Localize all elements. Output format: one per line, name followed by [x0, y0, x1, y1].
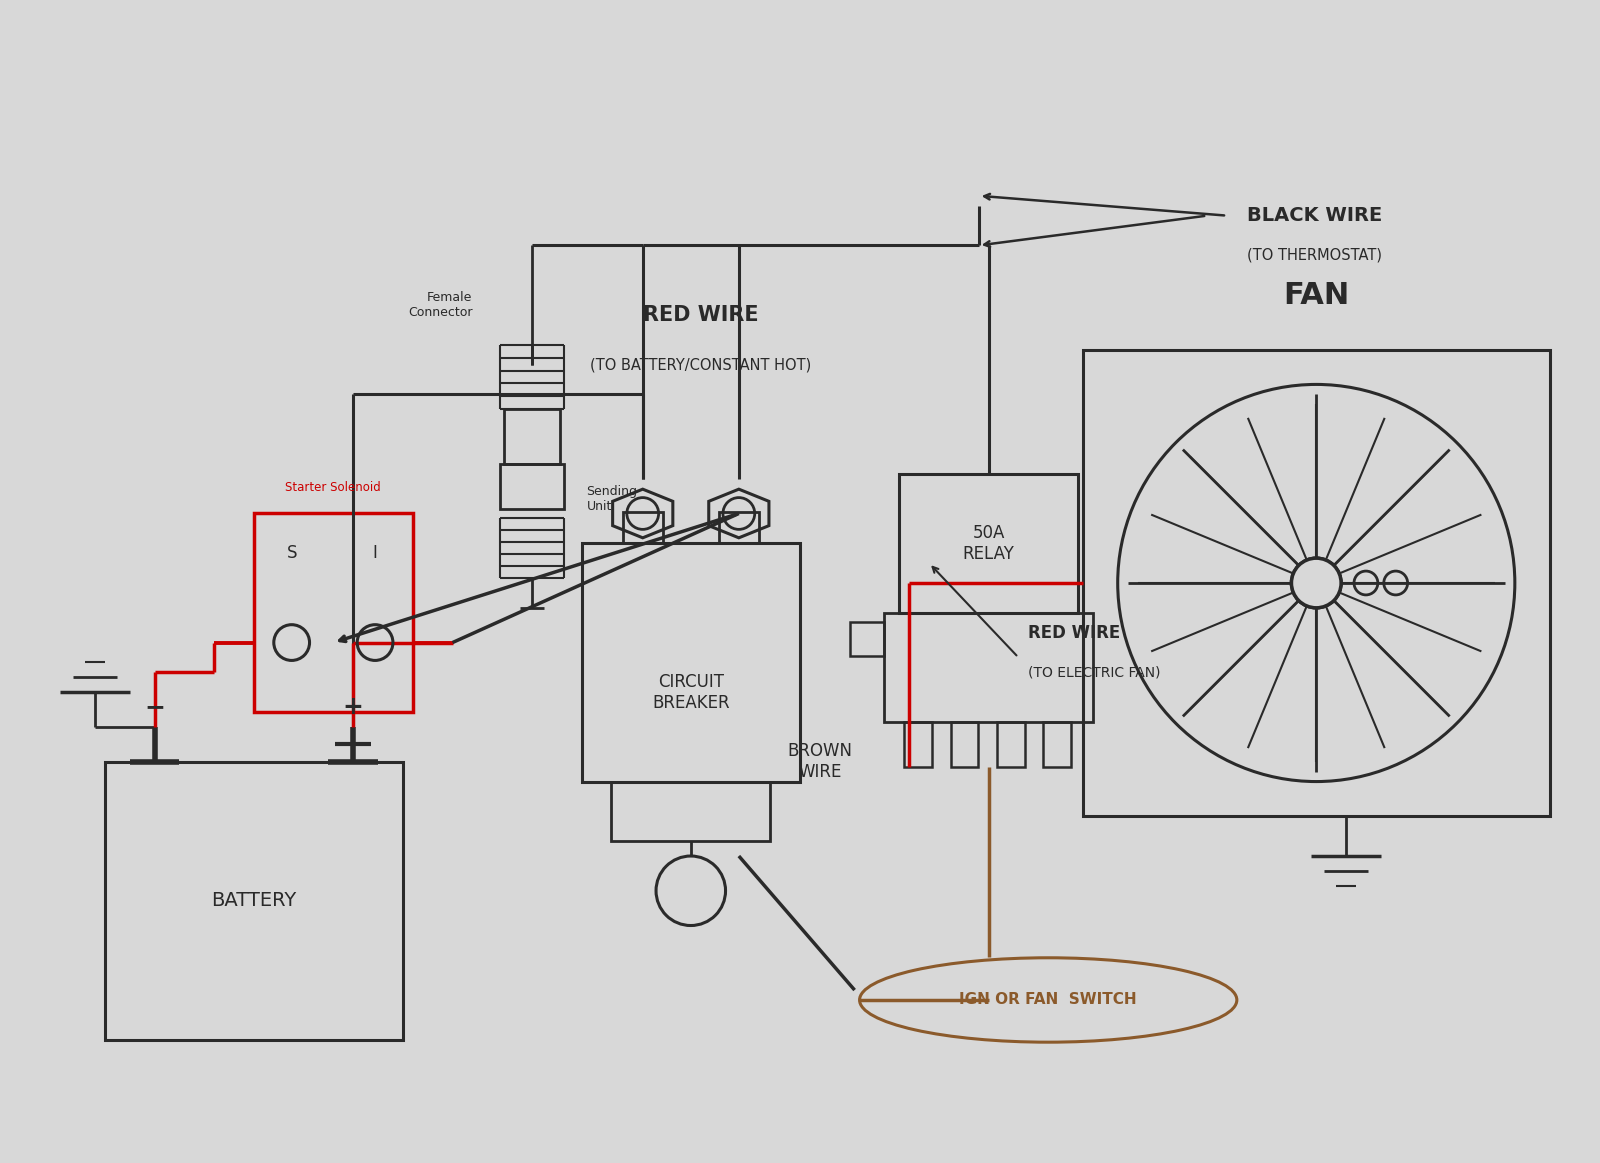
Text: IGN OR FAN  SWITCH: IGN OR FAN SWITCH	[960, 992, 1138, 1007]
Circle shape	[1291, 558, 1341, 608]
Text: BLACK WIRE: BLACK WIRE	[1246, 206, 1382, 226]
Bar	[501, 464, 563, 508]
Text: BROWN
WIRE: BROWN WIRE	[787, 742, 853, 782]
Text: −: −	[144, 695, 165, 719]
Text: Sending
Unit: Sending Unit	[587, 485, 637, 513]
Text: Starter Solenoid: Starter Solenoid	[285, 480, 381, 493]
Bar	[504, 409, 560, 464]
Bar	[950, 722, 978, 766]
Circle shape	[1291, 558, 1341, 608]
Bar	[611, 782, 770, 841]
Bar	[899, 473, 1078, 613]
Bar	[997, 722, 1024, 766]
Bar	[718, 512, 758, 543]
Text: (TO THERMOSTAT): (TO THERMOSTAT)	[1246, 248, 1382, 263]
Text: +: +	[342, 695, 363, 719]
Bar	[106, 762, 403, 1040]
Text: RED WIRE: RED WIRE	[1029, 623, 1120, 642]
Text: Female
Connector: Female Connector	[408, 291, 472, 319]
Text: I: I	[373, 544, 378, 562]
Text: CIRCUIT
BREAKER: CIRCUIT BREAKER	[651, 673, 730, 712]
Text: 50A
RELAY: 50A RELAY	[963, 523, 1014, 563]
Text: (TO ELECTRIC FAN): (TO ELECTRIC FAN)	[1029, 665, 1162, 679]
Text: S: S	[286, 544, 298, 562]
Bar	[850, 622, 885, 656]
Bar	[1043, 722, 1070, 766]
Bar	[581, 543, 800, 782]
Bar	[885, 613, 1093, 722]
Bar	[622, 512, 662, 543]
Bar	[254, 514, 413, 712]
Text: FAN: FAN	[1283, 280, 1349, 309]
Bar	[1083, 350, 1549, 816]
Text: RED WIRE: RED WIRE	[643, 305, 758, 324]
Text: BATTERY: BATTERY	[211, 891, 296, 911]
Bar	[904, 722, 933, 766]
Text: (TO BATTERY/CONSTANT HOT): (TO BATTERY/CONSTANT HOT)	[590, 357, 811, 372]
